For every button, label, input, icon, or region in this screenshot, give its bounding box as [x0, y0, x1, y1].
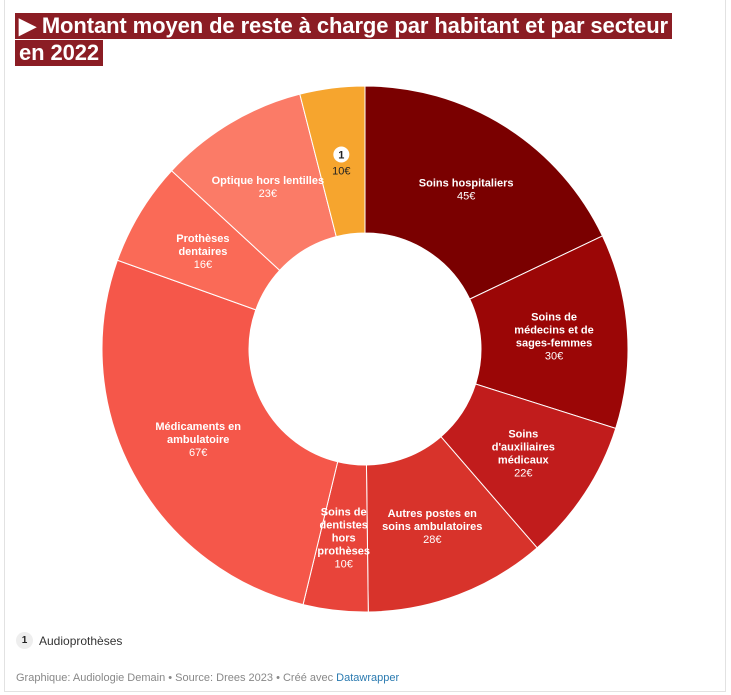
chart-frame [4, 0, 726, 692]
slice-value-label: 30€ [545, 350, 563, 362]
slice-label-line: hors [332, 532, 356, 544]
slice-value-label: 23€ [259, 188, 277, 200]
slice-label-line: médicaux [498, 455, 550, 467]
label-note-1: 110€ [332, 146, 351, 177]
slice-label-line: Optique hors lentilles [212, 175, 324, 187]
slice-soins-de-medecins-et-de-sages-femmes[interactable] [469, 235, 629, 430]
slice-label-line: d'auxiliaires [492, 442, 555, 454]
slice-label-line: Soins [508, 429, 538, 441]
slice-value-label: 10€ [335, 558, 353, 570]
slice-label-line: Soins de [321, 506, 367, 518]
slice-medicaments-en-ambulatoire[interactable] [101, 259, 339, 606]
slice-label-line: soins ambulatoires [382, 521, 482, 533]
slice-value-label: 22€ [514, 468, 532, 480]
slice-value-label: 10€ [332, 165, 350, 177]
note-badge-text: 1 [338, 149, 344, 161]
footer-text: Graphique: Audiologie Demain • Source: D… [16, 672, 337, 684]
slice-label-line: dentistes [320, 519, 368, 531]
slices-group [101, 85, 629, 613]
legend: 1 Audioprothèses [16, 632, 122, 649]
slice-value-label: 28€ [423, 534, 441, 546]
slice-label-line: dentaires [178, 246, 227, 258]
slice-label-line: Soins de [531, 311, 577, 323]
datawrapper-link[interactable]: Datawrapper [336, 672, 400, 684]
legend-badge: 1 [16, 632, 33, 649]
slice-label-line: Prothèses [176, 233, 229, 245]
slice-value-label: 67€ [189, 447, 207, 459]
legend-text: Audioprothèses [39, 633, 123, 648]
slice-note-1[interactable] [299, 85, 366, 238]
note-badge-circle [333, 146, 350, 163]
slice-soins-hospitaliers[interactable] [364, 85, 604, 300]
slice-label-line: sages-femmes [516, 337, 592, 349]
slice-label-line: Médicaments en [155, 421, 241, 433]
slice-value-label: 16€ [194, 259, 212, 271]
slice-label-line: prothèses [317, 545, 370, 557]
slice-label-line: ambulatoire [167, 434, 229, 446]
slice-label-line: Autres postes en [388, 508, 478, 520]
chart-title: ▶ Montant moyen de reste à charge par ha… [15, 12, 695, 66]
chart-footer: Graphique: Audiologie Demain • Source: D… [16, 672, 399, 684]
slice-label-line: médecins et de [514, 324, 593, 336]
slice-label-line: Soins hospitaliers [419, 177, 514, 189]
slice-value-label: 45€ [457, 190, 475, 202]
